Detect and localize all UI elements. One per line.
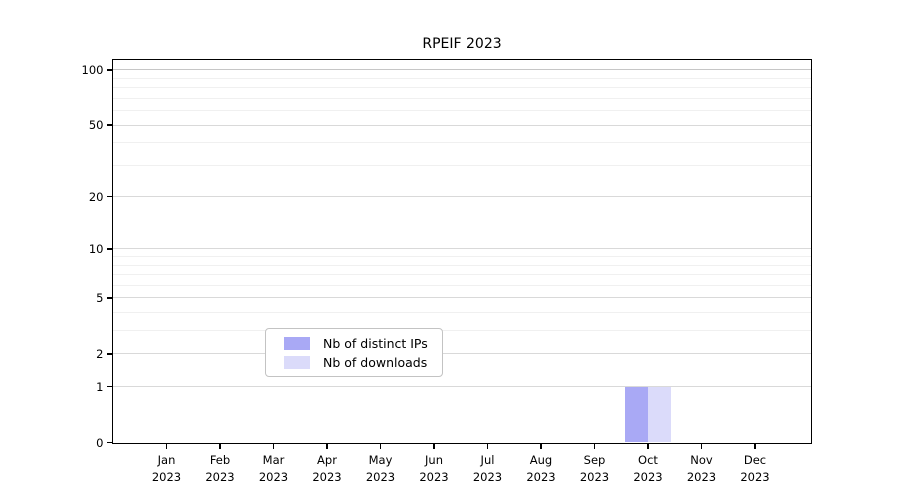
x-tick-mark xyxy=(540,442,542,449)
y-tick-mark xyxy=(106,69,113,71)
y-tick-label: 10 xyxy=(88,241,104,256)
x-tick-month: Jul xyxy=(480,452,495,467)
x-tick-label: Jan 2023 xyxy=(152,452,181,486)
x-tick-month: Feb xyxy=(209,452,231,467)
y-tick-label: 0 xyxy=(96,435,104,450)
x-tick-label: Jul 2023 xyxy=(473,452,502,486)
minor-gridline xyxy=(112,284,811,286)
x-tick-mark xyxy=(272,442,275,449)
y-tick-label: 100 xyxy=(81,62,104,77)
y-tick-mark xyxy=(106,385,113,388)
x-tick-year: 2023 xyxy=(365,469,396,484)
legend-label: Nb of distinct IPs xyxy=(323,336,428,351)
x-tick-mark xyxy=(165,442,168,449)
x-tick-label: Dec 2023 xyxy=(740,452,769,486)
x-tick-mark xyxy=(326,442,328,449)
y-tick-label: 2 xyxy=(96,346,104,361)
x-tick-mark xyxy=(647,442,649,449)
x-tick-mark xyxy=(593,442,596,449)
x-tick-label: Sep 2023 xyxy=(580,452,609,486)
x-tick-mark xyxy=(754,442,756,449)
minor-gridline xyxy=(112,77,811,79)
y-tick-label: 50 xyxy=(88,118,104,133)
legend-row: Nb of downloads xyxy=(284,355,433,370)
legend-row: Nb of distinct IPs xyxy=(284,336,433,351)
minor-gridline xyxy=(112,330,811,332)
y-tick-mark xyxy=(106,248,113,250)
y-tick-label: 5 xyxy=(96,290,104,305)
y-tick-mark xyxy=(106,124,113,126)
bar-distinct-ips xyxy=(625,386,648,443)
y-tick-mark xyxy=(106,441,113,444)
legend-swatch-icon xyxy=(284,337,310,350)
y-tick-mark xyxy=(106,297,113,299)
x-tick-mark xyxy=(700,442,703,449)
major-gridline xyxy=(112,69,811,71)
x-tick-label: May 2023 xyxy=(366,452,395,486)
minor-gridline xyxy=(112,142,811,144)
major-gridline xyxy=(112,353,811,355)
x-tick-year: 2023 xyxy=(258,469,289,484)
x-tick-label: Feb 2023 xyxy=(205,452,234,486)
x-tick-month: Sep xyxy=(583,452,606,467)
x-tick-mark xyxy=(433,442,435,449)
x-tick-label: Jun 2023 xyxy=(419,452,448,486)
minor-gridline xyxy=(112,264,811,266)
minor-gridline xyxy=(112,274,811,276)
x-tick-year: 2023 xyxy=(633,469,663,484)
x-tick-year: 2023 xyxy=(419,469,449,484)
major-gridline xyxy=(112,297,811,299)
x-tick-label: Mar 2023 xyxy=(259,452,288,486)
x-tick-month: Apr xyxy=(317,452,337,467)
x-tick-year: 2023 xyxy=(686,469,717,484)
minor-gridline xyxy=(112,97,811,99)
x-tick-month: Dec xyxy=(743,452,767,467)
x-tick-mark xyxy=(219,442,221,449)
x-tick-mark xyxy=(486,442,489,449)
chart-title: RPEIF 2023 xyxy=(422,36,502,52)
minor-gridline xyxy=(112,164,811,166)
x-tick-mark xyxy=(379,442,382,449)
major-gridline xyxy=(112,196,811,198)
x-tick-month: Jan xyxy=(157,452,176,467)
x-tick-year: 2023 xyxy=(579,469,610,484)
y-tick-mark xyxy=(106,353,113,355)
legend-swatch-icon xyxy=(284,356,310,369)
x-tick-month: Jun xyxy=(425,452,443,467)
x-tick-label: Oct 2023 xyxy=(633,452,662,486)
y-tick-label: 1 xyxy=(96,379,104,394)
legend: Nb of distinct IPs Nb of downloads xyxy=(265,328,443,377)
x-tick-year: 2023 xyxy=(312,469,342,484)
major-gridline xyxy=(112,248,811,250)
x-tick-month: Mar xyxy=(262,452,285,467)
x-tick-year: 2023 xyxy=(472,469,503,484)
major-gridline xyxy=(112,124,811,126)
legend-label: Nb of downloads xyxy=(323,355,428,370)
minor-gridline xyxy=(112,312,811,314)
minor-gridline xyxy=(112,110,811,112)
minor-gridline xyxy=(112,87,811,89)
x-tick-year: 2023 xyxy=(205,469,235,484)
x-tick-month: Nov xyxy=(690,452,713,467)
x-tick-month: May xyxy=(368,452,393,467)
x-tick-year: 2023 xyxy=(526,469,556,484)
x-tick-label: Apr 2023 xyxy=(312,452,341,486)
minor-gridline xyxy=(112,256,811,258)
x-tick-label: Nov 2023 xyxy=(687,452,716,486)
x-tick-month: Aug xyxy=(529,452,553,467)
y-tick-label: 20 xyxy=(88,189,104,204)
x-tick-month: Oct xyxy=(638,452,658,467)
x-tick-year: 2023 xyxy=(151,469,182,484)
x-tick-label: Aug 2023 xyxy=(526,452,555,486)
bar-downloads xyxy=(648,386,671,443)
y-tick-mark xyxy=(106,196,113,198)
major-gridline xyxy=(112,386,811,388)
plot-area: 0 1 2 5 10 20 50 100 Jan 2023 Feb 2023 Mar 2023 Apr 202… xyxy=(82,58,812,484)
x-tick-year: 2023 xyxy=(740,469,770,484)
